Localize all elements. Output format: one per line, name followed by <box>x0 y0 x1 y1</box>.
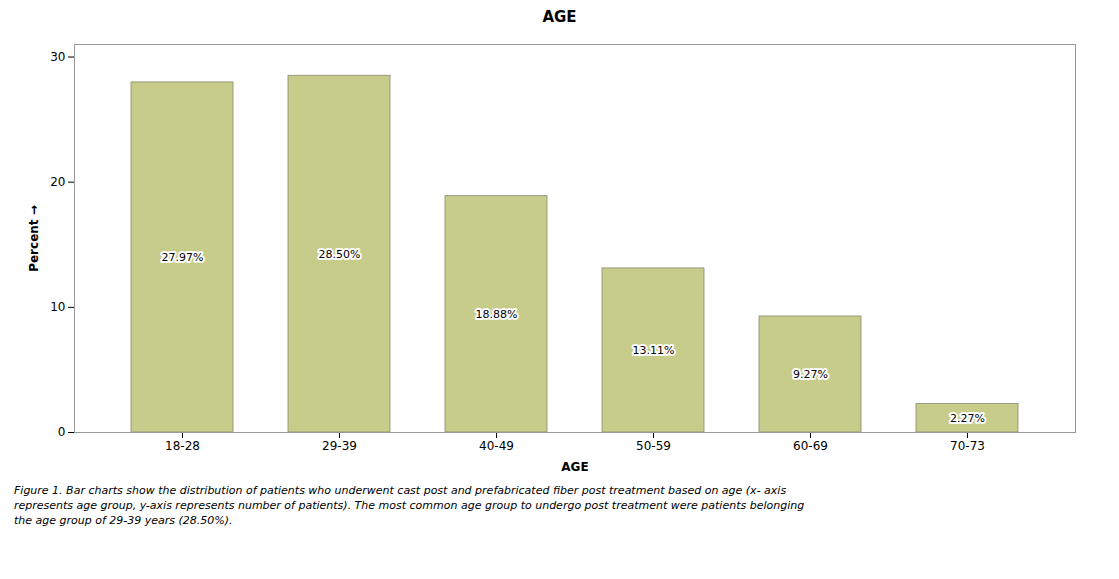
svg-text:13.11%: 13.11% <box>633 344 675 357</box>
svg-text:29-39: 29-39 <box>322 439 357 453</box>
svg-text:9.27%: 9.27% <box>793 368 828 381</box>
svg-text:20: 20 <box>50 175 65 189</box>
svg-text:60-69: 60-69 <box>793 439 828 453</box>
svg-text:AGE: AGE <box>561 460 588 474</box>
html-text:AGE: AGE <box>542 8 577 26</box>
svg-text:50-59: 50-59 <box>636 439 671 453</box>
html-text:Figure 1. Bar charts show the: Figure 1. Bar charts show the distributi… <box>14 484 805 527</box>
svg-text:0: 0 <box>58 425 66 439</box>
svg-text:30: 30 <box>50 50 65 64</box>
svg-text:28.50%: 28.50% <box>319 248 361 261</box>
svg-text:70-73: 70-73 <box>950 439 985 453</box>
svg-text:2.27%: 2.27% <box>950 412 985 425</box>
svg-text:40-49: 40-49 <box>479 439 514 453</box>
svg-text:10: 10 <box>50 300 65 314</box>
svg-text:18-28: 18-28 <box>165 439 200 453</box>
svg-text:27.97%: 27.97% <box>162 251 204 264</box>
svg-text:18.88%: 18.88% <box>476 308 518 321</box>
svg-text:Percent →: Percent → <box>27 205 41 272</box>
